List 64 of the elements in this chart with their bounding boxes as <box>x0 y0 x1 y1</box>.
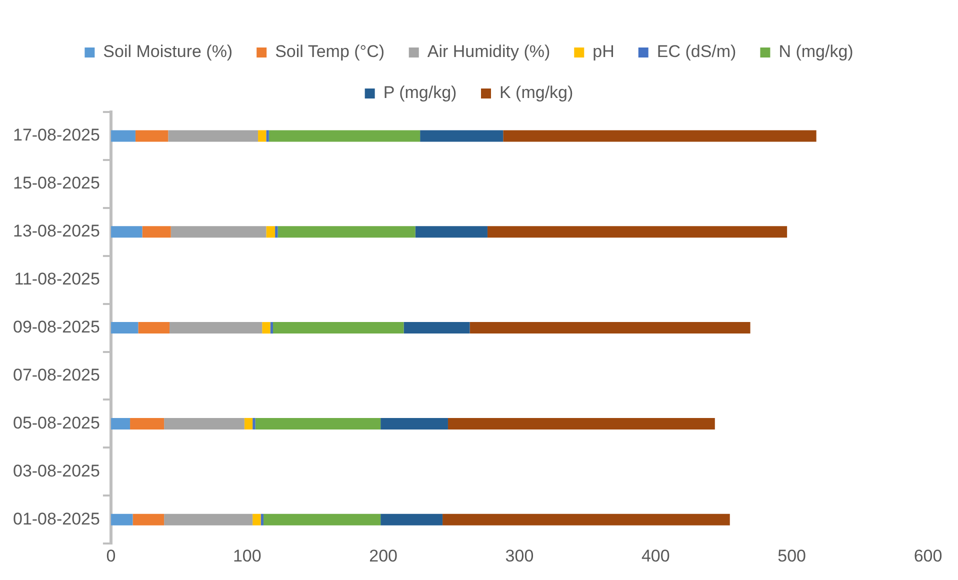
bar <box>138 322 170 334</box>
bar <box>415 226 488 238</box>
bar <box>268 130 420 142</box>
x-tick-label: 100 <box>232 546 262 566</box>
bar <box>404 322 470 334</box>
bar <box>110 130 136 142</box>
bar <box>258 130 266 142</box>
bar <box>164 514 253 526</box>
x-tick-label: 200 <box>369 546 398 566</box>
bar <box>420 130 504 142</box>
bar <box>135 130 168 142</box>
legend-label: EC (dS/m) <box>656 42 736 62</box>
bar <box>170 226 266 238</box>
bar <box>273 322 404 334</box>
bar <box>263 514 381 526</box>
bar <box>380 514 443 526</box>
x-tick-label: 300 <box>505 546 534 566</box>
bar <box>487 226 788 238</box>
bar <box>260 514 264 526</box>
bar <box>252 418 256 430</box>
legend-label: Soil Moisture (%) <box>103 42 233 62</box>
bar <box>110 322 138 334</box>
bar <box>470 322 750 334</box>
bar <box>132 514 164 526</box>
legend-label: Soil Temp (°C) <box>275 42 385 62</box>
bar <box>244 418 253 430</box>
legend-label: P (mg/kg) <box>383 83 457 102</box>
bar <box>110 514 133 526</box>
bar <box>164 418 244 430</box>
y-tick-label: 11-08-2025 <box>14 270 100 289</box>
bar <box>252 514 261 526</box>
bar <box>110 418 130 430</box>
bar <box>270 322 274 334</box>
x-tick-label: 0 <box>106 546 116 566</box>
y-tick-label: 03-08-2025 <box>12 461 100 480</box>
y-tick-label: 17-08-2025 <box>12 126 100 145</box>
bar <box>170 322 262 334</box>
bar <box>448 418 715 430</box>
bar <box>266 130 269 142</box>
y-tick-label: 07-08-2025 <box>12 365 100 384</box>
bar <box>275 226 278 238</box>
bar <box>130 418 164 430</box>
bar <box>266 226 276 238</box>
bar <box>142 226 171 238</box>
y-tick-label: 09-08-2025 <box>12 317 100 336</box>
legend-label: N (mg/kg) <box>778 42 854 62</box>
bar <box>442 514 730 526</box>
legend-label: K (mg/kg) <box>500 83 574 102</box>
bar <box>110 226 142 238</box>
legend-label: Air Humidity (%) <box>427 42 550 62</box>
bar <box>278 226 416 238</box>
x-tick-label: 500 <box>778 546 806 566</box>
x-tick-label: 400 <box>641 546 670 566</box>
legend-label: pH <box>592 42 614 62</box>
y-tick-label: 13-08-2025 <box>12 222 100 241</box>
bar <box>255 418 381 430</box>
bar <box>262 322 270 334</box>
x-tick-label: 600 <box>914 546 942 566</box>
bar <box>380 418 448 430</box>
y-tick-label: 01-08-2025 <box>12 509 100 528</box>
bar <box>168 130 258 142</box>
y-tick-label: 05-08-2025 <box>12 413 100 432</box>
y-tick-label: 15-08-2025 <box>12 174 100 193</box>
bar <box>503 130 816 142</box>
